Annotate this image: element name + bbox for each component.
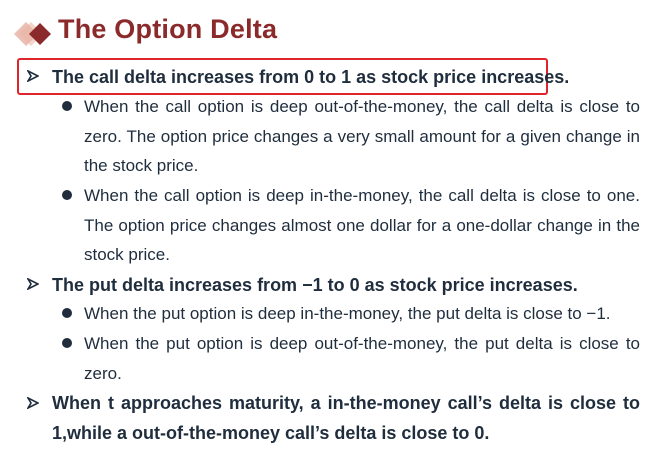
bullet-sub-text: When the call option is deep in-the-mone… <box>84 186 640 264</box>
highlight-box <box>17 58 548 95</box>
bullet-main-text: The put delta increases from −1 to 0 as … <box>52 275 578 295</box>
arrowhead-bullet-icon <box>27 70 39 82</box>
diamond-logo-icon <box>14 22 51 46</box>
page-title: The Option Delta <box>58 14 278 44</box>
dot-bullet-icon <box>62 338 72 348</box>
arrowhead-bullet-icon <box>27 278 39 290</box>
dot-bullet-icon <box>62 101 72 111</box>
dot-bullet-icon <box>62 190 72 200</box>
bullet-sub-text: When the call option is deep out-of-the-… <box>84 97 640 175</box>
bullet-sub-text: When the put option is deep in-the-money… <box>84 304 611 323</box>
dot-bullet-icon <box>62 308 72 318</box>
arrowhead-bullet-icon <box>27 397 39 409</box>
bullet-main-text: The call delta increases from 0 to 1 as … <box>52 67 570 87</box>
bullet-sub-text: When the put option is deep out-of-the-m… <box>84 334 640 383</box>
bullet-main-text: When t approaches maturity, a in-the-mon… <box>52 393 640 443</box>
